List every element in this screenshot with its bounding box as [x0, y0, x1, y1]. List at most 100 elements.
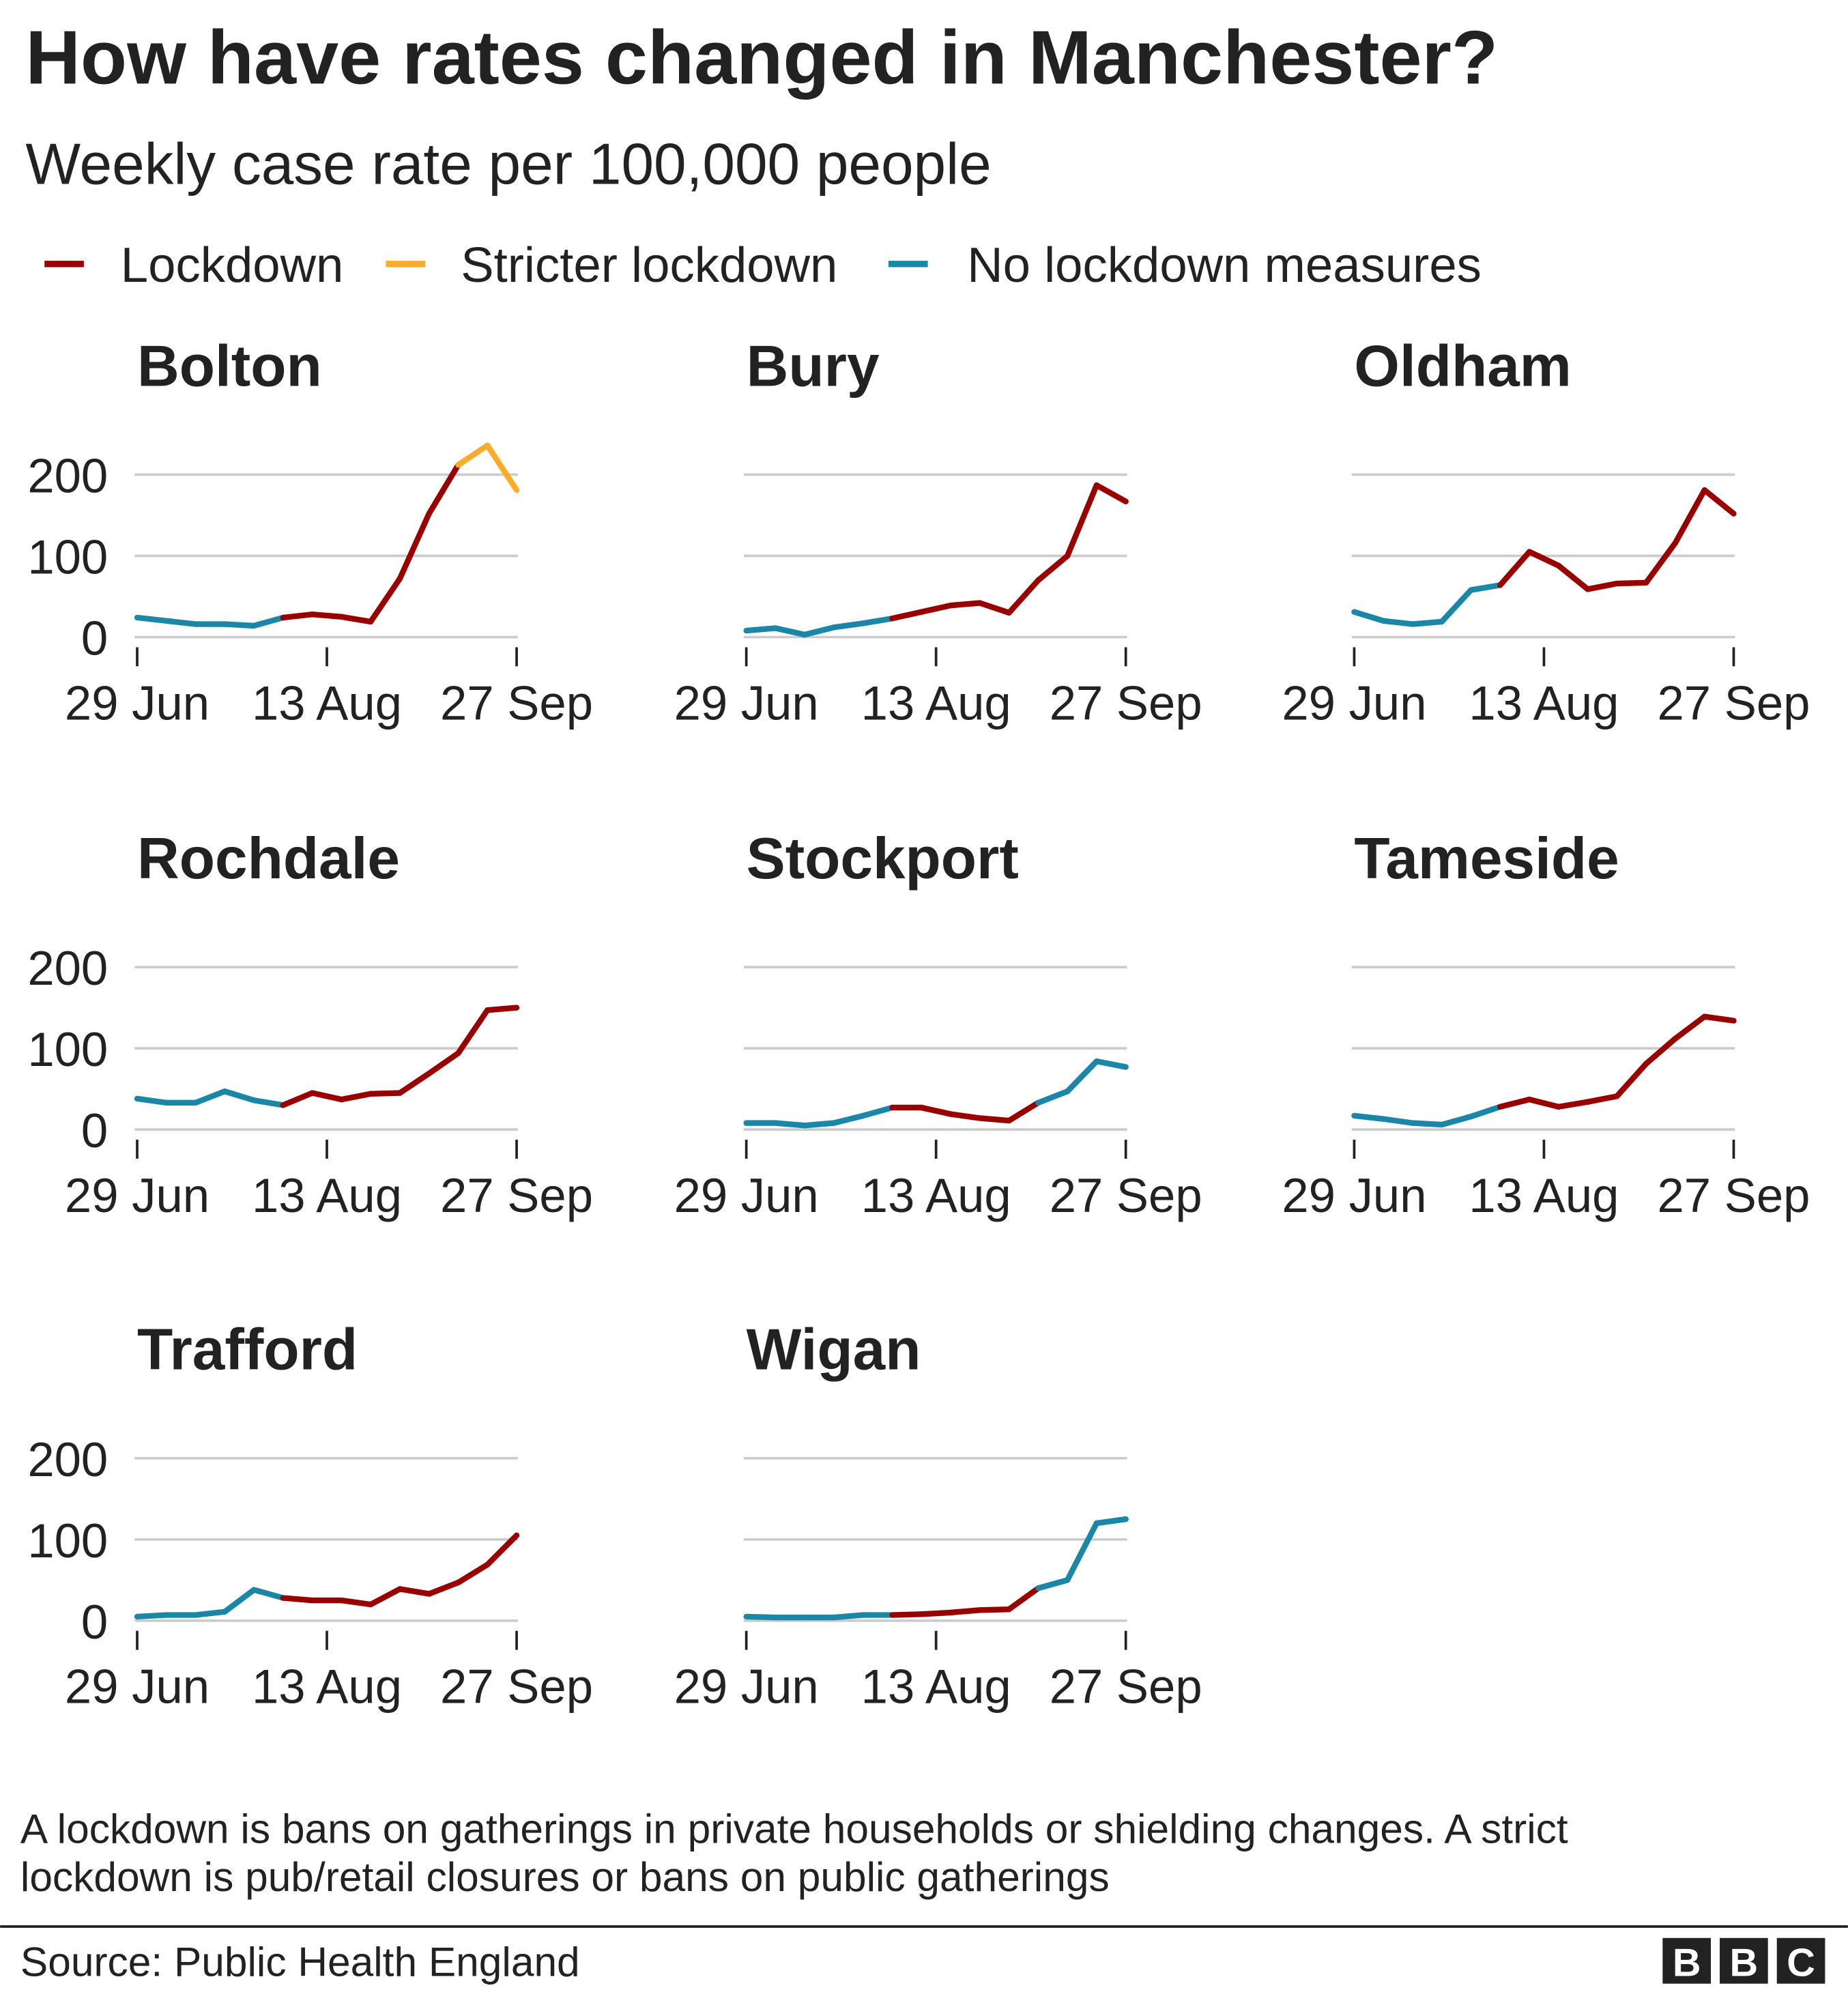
line-segment	[1381, 1116, 1416, 1126]
x-tick-label: 27 Sep	[440, 676, 593, 730]
line-segment	[1555, 562, 1591, 592]
line-segment	[947, 1111, 983, 1121]
line-segment	[1409, 1120, 1445, 1128]
line-segment	[1526, 549, 1562, 569]
x-tick-label: 27 Sep	[1050, 676, 1202, 730]
x-tick-label: 29 Jun	[674, 1168, 819, 1222]
line-segment	[338, 614, 374, 625]
x-tick-label: 13 Aug	[1469, 1168, 1619, 1222]
x-tick-label: 27 Sep	[1050, 1168, 1202, 1222]
line-segment	[1006, 1585, 1041, 1613]
line-segment	[977, 1115, 1012, 1124]
line-segment	[163, 618, 199, 627]
source-text: Source: Public Health England	[20, 1939, 580, 1985]
line-segment	[1439, 1113, 1474, 1128]
line-segment	[367, 575, 403, 625]
line-segment	[309, 611, 345, 620]
line-segment	[338, 1597, 374, 1608]
x-tick-label: 29 Jun	[1282, 1168, 1426, 1222]
bbc-logo: B B C	[1662, 1937, 1825, 1985]
line-segment	[192, 1088, 228, 1106]
line-segment	[1064, 482, 1100, 559]
line-segment	[1035, 553, 1071, 583]
panel-rochdale: Rochdale 0 100 200 29 Jun 13 Aug 27 Sep	[27, 826, 593, 1222]
line-segment	[222, 1088, 257, 1104]
line-segment	[1526, 1096, 1562, 1110]
small-multiples: Bolton 0 100 200 29 Jun 13 Aug 27 Sep Bury 29 Ju…	[27, 334, 1810, 1713]
line-segment	[426, 1050, 461, 1077]
line-segment	[426, 462, 461, 517]
legend-label-none: No lockdown measures	[967, 237, 1482, 293]
line-segment	[280, 1595, 315, 1604]
line-segment	[134, 1095, 169, 1106]
x-tick-label: 13 Aug	[1469, 676, 1619, 730]
x-tick-label: 27 Sep	[1050, 1660, 1202, 1714]
x-tick-label: 13 Aug	[861, 676, 1011, 730]
line-segment	[743, 625, 779, 634]
line-segment	[1064, 1520, 1100, 1583]
panel-title: Oldham	[1354, 334, 1571, 399]
line-segment	[1701, 487, 1737, 517]
chart-subtitle: Weekly case rate per 100,000 people	[25, 132, 991, 197]
panel-title: Trafford	[137, 1318, 358, 1383]
x-tick-label: 27 Sep	[1658, 1168, 1810, 1222]
x-tick-label: 13 Aug	[861, 1168, 1011, 1222]
line-segment	[919, 1104, 954, 1117]
line-segment	[1643, 1035, 1679, 1067]
line-segment	[1381, 618, 1416, 627]
line-segment	[396, 1586, 432, 1597]
line-segment	[134, 1612, 169, 1620]
panel-title: Wigan	[747, 1318, 921, 1383]
line-segment	[1497, 549, 1533, 588]
line-segment	[367, 1586, 403, 1608]
y-tick-label: 100	[27, 530, 108, 584]
line-segment	[134, 614, 169, 624]
line-segment	[338, 1091, 374, 1103]
line-segment	[250, 1587, 287, 1601]
panel-title: Tameside	[1354, 826, 1619, 891]
line-segment	[309, 1090, 345, 1103]
line-segment	[947, 600, 983, 609]
legend-label-stricter: Stricter lockdown	[461, 237, 837, 293]
line-segment	[1672, 1013, 1707, 1042]
line-segment	[1468, 1104, 1503, 1120]
line-segment	[396, 1070, 432, 1096]
x-tick-label: 29 Jun	[65, 1660, 210, 1714]
line-segment	[485, 1532, 520, 1568]
line-segment	[222, 621, 257, 629]
legend-label-lockdown: Lockdown	[121, 237, 344, 293]
line-segment	[1006, 577, 1041, 616]
line-segment	[1555, 1099, 1591, 1110]
line-segment	[455, 1007, 491, 1056]
line-segment	[860, 616, 895, 626]
x-tick-label: 13 Aug	[252, 676, 402, 730]
panel-title: Bury	[747, 334, 880, 399]
x-tick-label: 29 Jun	[674, 676, 819, 730]
line-segment	[485, 442, 520, 493]
x-tick-label: 29 Jun	[1282, 676, 1426, 730]
line-segment	[455, 442, 491, 468]
y-tick-label: 200	[27, 449, 108, 503]
bbc-logo-letter-3: C	[1787, 1942, 1815, 1985]
line-segment	[1497, 1096, 1533, 1110]
line-segment	[250, 614, 287, 629]
panel-bolton: Bolton 0 100 200 29 Jun 13 Aug 27 Sep	[27, 334, 593, 730]
line-segment	[250, 1097, 287, 1108]
line-segment	[1614, 1061, 1649, 1099]
x-tick-label: 13 Aug	[252, 1168, 402, 1222]
line-segment	[977, 600, 1012, 616]
line-segment	[396, 510, 432, 582]
line-segment	[1439, 587, 1474, 625]
line-segment	[1351, 1112, 1387, 1122]
bbc-logo-letter-2: B	[1730, 1942, 1759, 1985]
line-segment	[831, 620, 866, 631]
y-tick-label: 0	[81, 1104, 108, 1157]
x-tick-label: 29 Jun	[65, 676, 210, 730]
line-segment	[222, 1587, 257, 1615]
x-tick-label: 27 Sep	[1658, 676, 1810, 730]
panel-stockport: Stockport 29 Jun 13 Aug 27 Sep	[674, 826, 1202, 1222]
line-segment	[1409, 618, 1445, 627]
x-tick-label: 13 Aug	[861, 1660, 1011, 1714]
line-segment	[773, 625, 808, 638]
